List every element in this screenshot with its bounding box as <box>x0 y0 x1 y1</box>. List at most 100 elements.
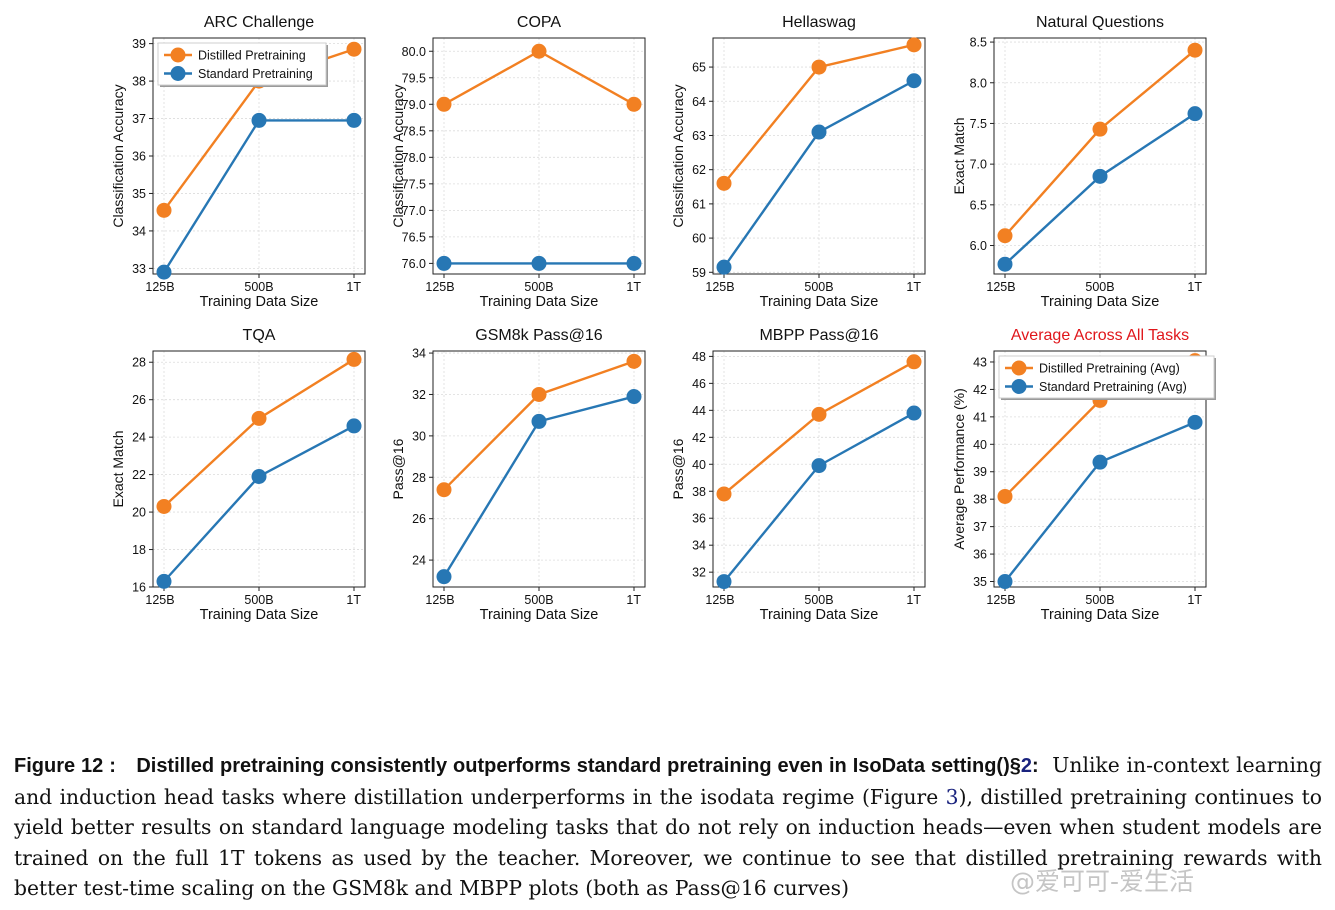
y-tick-label: 44 <box>692 404 706 418</box>
data-point <box>997 228 1013 244</box>
y-tick-label: 32 <box>412 388 426 402</box>
data-point <box>626 389 642 405</box>
legend-box <box>998 355 1215 399</box>
chart-panel: 24 26 28 30 32 34 125B 500B 1T Training Data Size… <box>390 327 646 623</box>
legend-label: Standard Pretraining <box>198 67 313 81</box>
data-point <box>1092 454 1108 470</box>
x-axis-label: Training Data Size <box>200 294 319 310</box>
data-point <box>626 353 642 369</box>
y-tick-label: 60 <box>692 232 706 246</box>
y-tick-label: 46 <box>692 377 706 391</box>
chart-panel: 33 34 35 36 37 38 39 125B 500B 1T Training Data Si… <box>110 14 366 310</box>
data-point <box>156 264 172 280</box>
y-tick-label: 79.0 <box>402 98 426 112</box>
chart-title: Average Across All Tasks <box>1011 327 1189 344</box>
chart-title: COPA <box>517 14 561 31</box>
y-tick-label: 37 <box>132 112 146 126</box>
y-tick-label: 64 <box>692 95 706 109</box>
y-tick-label: 8.5 <box>970 36 987 50</box>
y-tick-label: 62 <box>692 163 706 177</box>
legend-marker <box>170 47 186 63</box>
data-point <box>531 413 547 429</box>
y-tick-label: 26 <box>132 393 146 407</box>
data-point <box>906 73 922 89</box>
y-tick-label: 34 <box>412 347 426 361</box>
chart-panel: 32 34 36 38 40 42 44 46 48 125B 500B 1T Training Dat… <box>670 327 926 623</box>
legend-label: Distilled Pretraining <box>198 49 306 63</box>
x-tick-label: 1T <box>1187 280 1202 294</box>
y-tick-label: 7.0 <box>970 158 987 172</box>
data-point <box>251 112 267 128</box>
legend-label: Distilled Pretraining (Avg) <box>1039 362 1180 376</box>
y-tick-label: 59 <box>692 266 706 280</box>
data-point <box>716 175 732 191</box>
x-axis-label: Training Data Size <box>200 607 319 623</box>
x-axis-label: Training Data Size <box>760 294 879 310</box>
data-point <box>997 488 1013 504</box>
caption-figure-ref[interactable]: 3 <box>945 784 959 809</box>
y-tick-label: 38 <box>132 75 146 89</box>
y-tick-label: 79.5 <box>402 71 426 85</box>
data-point <box>346 351 362 367</box>
chart-title: TQA <box>243 327 276 344</box>
chart-title: Hellaswag <box>782 14 856 31</box>
x-tick-label: 125B <box>986 593 1015 607</box>
y-tick-label: 6.0 <box>970 239 987 253</box>
y-axis-label: Classification Accuracy <box>390 84 406 227</box>
data-point <box>811 124 827 140</box>
x-axis-label: Training Data Size <box>1041 294 1160 310</box>
y-tick-label: 42 <box>973 383 987 397</box>
data-point <box>436 569 452 585</box>
chart-title: GSM8k Pass@16 <box>475 327 603 344</box>
y-axis-label: Classification Accuracy <box>110 84 126 227</box>
y-tick-label: 16 <box>132 581 146 595</box>
data-point <box>626 255 642 271</box>
y-tick-label: 40 <box>692 458 706 472</box>
x-tick-label: 500B <box>1085 280 1114 294</box>
series-line <box>1004 421 1196 583</box>
y-tick-label: 28 <box>412 471 426 485</box>
y-tick-label: 34 <box>692 539 706 553</box>
data-point <box>906 354 922 370</box>
y-tick-label: 65 <box>692 61 706 75</box>
caption-title-end: : <box>1032 755 1039 777</box>
y-tick-label: 77.0 <box>402 204 426 218</box>
y-tick-label: 39 <box>132 37 146 51</box>
x-tick-label: 125B <box>986 280 1015 294</box>
y-tick-label: 20 <box>132 506 146 520</box>
data-point <box>1187 414 1203 430</box>
y-tick-label: 48 <box>692 350 706 364</box>
y-tick-label: 32 <box>692 566 706 580</box>
y-tick-label: 30 <box>412 429 426 443</box>
y-tick-label: 6.5 <box>970 198 987 212</box>
caption-section-ref[interactable]: 2 <box>1020 755 1032 777</box>
caption-text-before-ref: Unlike in-context learning and induction… <box>14 753 1322 809</box>
y-tick-label: 40 <box>973 438 987 452</box>
y-tick-label: 61 <box>692 197 706 211</box>
data-point <box>346 418 362 434</box>
y-tick-label: 24 <box>132 431 146 445</box>
x-tick-label: 125B <box>425 593 454 607</box>
y-tick-label: 77.5 <box>402 177 426 191</box>
y-tick-label: 80.0 <box>402 45 426 59</box>
data-point <box>251 410 267 426</box>
data-point <box>997 574 1013 590</box>
x-tick-label: 125B <box>705 280 734 294</box>
y-tick-label: 7.5 <box>970 117 987 131</box>
data-point <box>716 574 732 590</box>
y-tick-label: 39 <box>973 465 987 479</box>
y-tick-label: 43 <box>973 355 987 369</box>
legend-marker <box>1011 360 1027 376</box>
data-point <box>346 112 362 128</box>
y-tick-label: 36 <box>132 150 146 164</box>
data-point <box>1092 168 1108 184</box>
data-point <box>156 202 172 218</box>
chart-title: Natural Questions <box>1036 14 1164 31</box>
y-tick-label: 37 <box>973 520 987 534</box>
data-point <box>906 37 922 53</box>
caption-title: Distilled pretraining consistently outpe… <box>136 755 1021 777</box>
caption-text-after-ref: ), distilled pretraining continues to yi… <box>14 784 1322 901</box>
watermark: @爱可可-爱生活 <box>1010 867 1195 896</box>
x-tick-label: 500B <box>524 280 553 294</box>
x-tick-label: 1T <box>906 280 921 294</box>
